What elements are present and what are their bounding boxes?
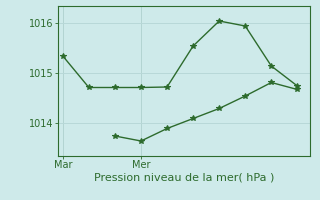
- X-axis label: Pression niveau de la mer( hPa ): Pression niveau de la mer( hPa ): [94, 173, 274, 183]
